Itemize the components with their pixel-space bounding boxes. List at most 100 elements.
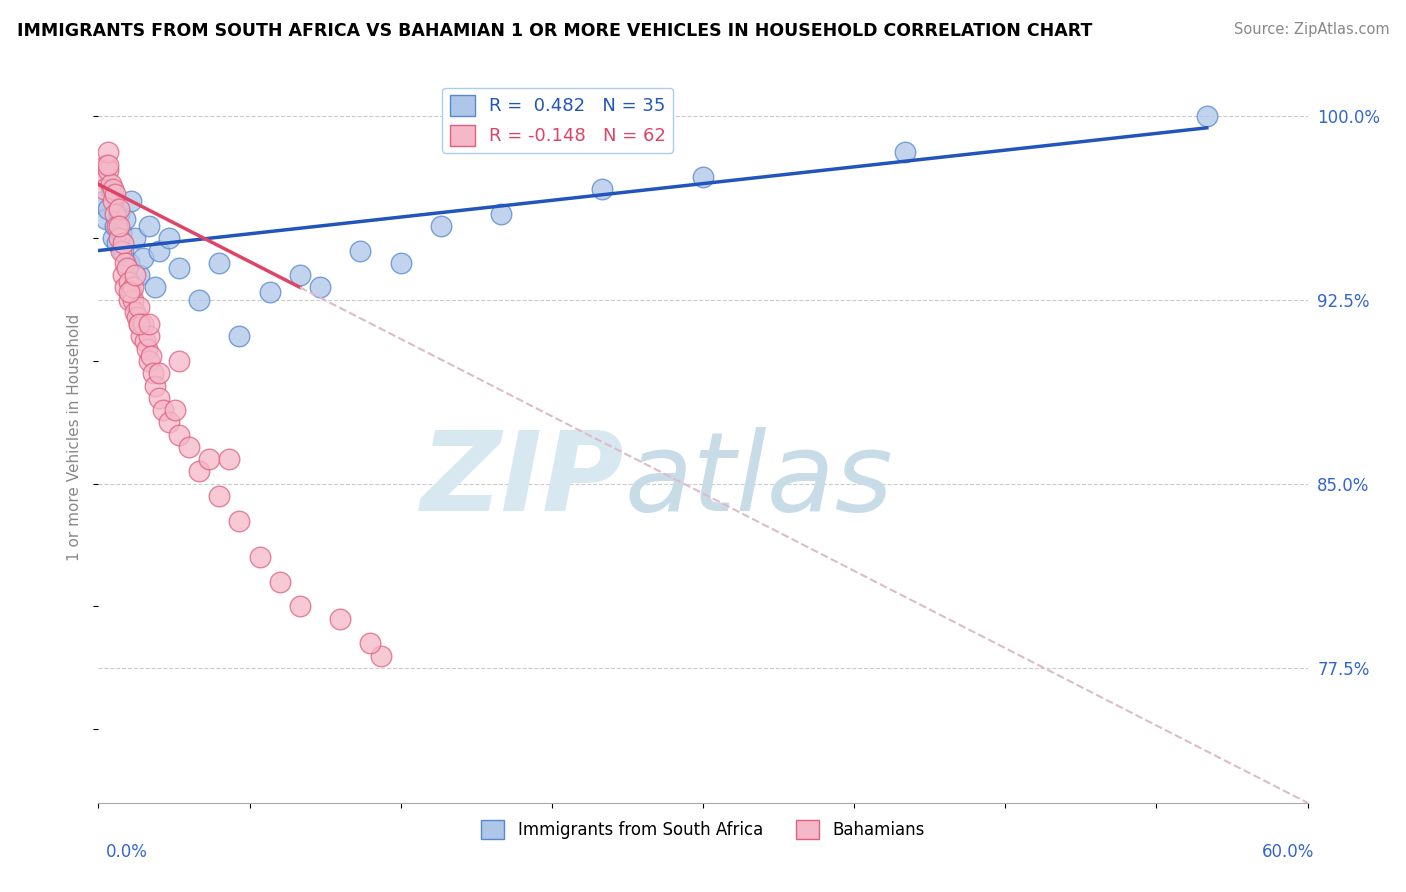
Point — [228, 329, 250, 343]
Point — [120, 194, 142, 209]
Point — [93, 194, 115, 209]
Point — [124, 305, 146, 319]
Point — [121, 280, 143, 294]
Point — [370, 648, 392, 663]
Point — [309, 280, 332, 294]
Point — [103, 207, 125, 221]
Point — [893, 145, 915, 160]
Point — [105, 219, 128, 233]
Point — [138, 329, 160, 343]
Point — [124, 231, 146, 245]
Point — [188, 293, 211, 307]
Point — [692, 169, 714, 184]
Point — [101, 231, 124, 245]
Point — [111, 244, 134, 258]
Text: 60.0%: 60.0% — [1263, 843, 1315, 861]
Text: IMMIGRANTS FROM SOUTH AFRICA VS BAHAMIAN 1 OR MORE VEHICLES IN HOUSEHOLD CORRELA: IMMIGRANTS FROM SOUTH AFRICA VS BAHAMIAN… — [17, 22, 1092, 40]
Point — [288, 268, 311, 282]
Point — [288, 599, 311, 614]
Point — [259, 285, 281, 300]
Point — [114, 211, 136, 226]
Point — [93, 182, 115, 196]
Point — [1195, 109, 1218, 123]
Point — [157, 415, 180, 429]
Point — [138, 317, 160, 331]
Point — [167, 427, 190, 442]
Text: Source: ZipAtlas.com: Source: ZipAtlas.com — [1233, 22, 1389, 37]
Point — [107, 219, 129, 233]
Point — [208, 489, 231, 503]
Legend: Immigrants from South Africa, Bahamians: Immigrants from South Africa, Bahamians — [474, 814, 932, 846]
Point — [114, 256, 136, 270]
Point — [269, 574, 291, 589]
Point — [143, 280, 166, 294]
Point — [138, 354, 160, 368]
Point — [114, 280, 136, 294]
Point — [105, 236, 128, 251]
Point — [103, 219, 125, 233]
Point — [125, 310, 148, 324]
Point — [142, 366, 165, 380]
Point — [138, 219, 160, 233]
Point — [97, 158, 120, 172]
Text: ZIP: ZIP — [420, 427, 624, 534]
Point — [148, 244, 170, 258]
Point — [491, 207, 513, 221]
Point — [129, 329, 152, 343]
Point — [121, 293, 143, 307]
Point — [128, 317, 150, 331]
Point — [167, 354, 190, 368]
Point — [110, 244, 132, 258]
Point — [179, 440, 201, 454]
Point — [360, 636, 382, 650]
Point — [97, 202, 120, 216]
Point — [100, 182, 122, 196]
Point — [96, 211, 118, 226]
Point — [101, 194, 124, 209]
Point — [163, 403, 186, 417]
Point — [97, 145, 120, 160]
Point — [107, 202, 129, 216]
Point — [591, 182, 613, 196]
Point — [167, 260, 190, 275]
Point — [249, 550, 271, 565]
Point — [124, 268, 146, 282]
Point — [103, 187, 125, 202]
Point — [132, 251, 155, 265]
Point — [152, 403, 174, 417]
Point — [148, 391, 170, 405]
Point — [101, 182, 124, 196]
Point — [208, 256, 231, 270]
Y-axis label: 1 or more Vehicles in Household: 1 or more Vehicles in Household — [67, 313, 83, 561]
Point — [100, 178, 122, 192]
Point — [97, 162, 120, 177]
Point — [349, 244, 371, 258]
Point — [91, 169, 114, 184]
Point — [430, 219, 453, 233]
Point — [128, 268, 150, 282]
Point — [120, 285, 142, 300]
Point — [148, 366, 170, 380]
Text: atlas: atlas — [624, 427, 893, 534]
Point — [96, 158, 118, 172]
Point — [157, 231, 180, 245]
Point — [111, 268, 134, 282]
Point — [143, 378, 166, 392]
Point — [118, 276, 141, 290]
Point — [139, 349, 162, 363]
Point — [128, 300, 150, 314]
Point — [198, 452, 221, 467]
Point — [135, 342, 157, 356]
Point — [228, 514, 250, 528]
Point — [115, 260, 138, 275]
Point — [218, 452, 240, 467]
Point — [188, 465, 211, 479]
Point — [132, 317, 155, 331]
Point — [107, 231, 129, 245]
Point — [118, 256, 141, 270]
Text: 0.0%: 0.0% — [105, 843, 148, 861]
Point — [118, 285, 141, 300]
Point — [111, 236, 134, 251]
Point — [329, 612, 352, 626]
Point — [107, 207, 129, 221]
